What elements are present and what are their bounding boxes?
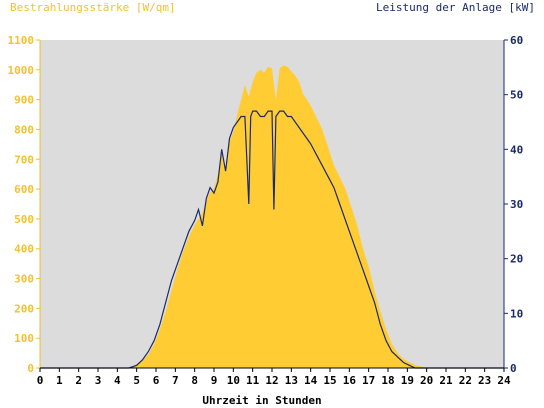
x-tick-label: 23 (478, 374, 491, 387)
x-tick-label: 11 (246, 374, 260, 387)
right-axis-title: Leistung der Anlage [kW] (376, 1, 535, 14)
right-tick-label: 20 (510, 253, 523, 266)
irradiance-area (40, 65, 504, 369)
x-tick-label: 0 (37, 374, 44, 387)
left-tick-label: 600 (14, 183, 34, 196)
left-tick-label: 700 (14, 153, 34, 166)
left-tick-label: 1000 (8, 64, 35, 77)
power-line (40, 110, 504, 369)
right-tick-label: 30 (510, 198, 523, 211)
right-axis-ticks: 0 10 20 30 40 50 60 (504, 34, 523, 375)
x-tick-label: 5 (133, 374, 140, 387)
x-tick-label: 12 (265, 374, 278, 387)
x-tick-label: 7 (172, 374, 179, 387)
x-tick-label: 2 (75, 374, 82, 387)
right-tick-label: 10 (510, 307, 523, 320)
right-tick-label: 60 (510, 34, 523, 47)
right-tick-label: 50 (510, 89, 523, 102)
x-tick-label: 10 (227, 374, 240, 387)
x-tick-label: 24 (497, 374, 511, 387)
right-tick-label: 0 (510, 362, 517, 375)
x-axis-label: Uhrzeit in Stunden (202, 394, 321, 407)
x-tick-label: 20 (420, 374, 433, 387)
x-tick-label: 3 (95, 374, 102, 387)
x-tick-label: 13 (285, 374, 298, 387)
left-tick-label: 500 (14, 213, 34, 226)
x-tick-label: 6 (153, 374, 160, 387)
x-tick-label: 8 (191, 374, 198, 387)
x-tick-label: 19 (401, 374, 414, 387)
left-axis-title: Bestrahlungsstärke [W/qm] (10, 1, 176, 14)
series-layer (40, 65, 504, 369)
left-tick-label: 800 (14, 123, 34, 136)
left-tick-label: 200 (14, 302, 34, 315)
x-tick-label: 4 (114, 374, 121, 387)
x-tick-label: 21 (439, 374, 453, 387)
x-tick-label: 14 (304, 374, 318, 387)
right-tick-label: 40 (510, 143, 523, 156)
x-tick-label: 22 (459, 374, 472, 387)
x-axis-ticks: 0 1 2 3 4 5 6 7 8 9 10 11 12 13 14 15 16 17 18 19 20 21 22 23 24 (37, 368, 511, 387)
x-tick-label: 18 (381, 374, 394, 387)
x-tick-label: 1 (56, 374, 63, 387)
left-tick-label: 300 (14, 273, 34, 286)
x-tick-label: 15 (323, 374, 336, 387)
x-tick-label: 9 (211, 374, 218, 387)
left-tick-label: 1100 (8, 34, 35, 47)
x-tick-label: 16 (343, 374, 357, 387)
left-tick-label: 900 (14, 94, 34, 107)
left-tick-label: 100 (14, 332, 34, 345)
left-tick-label: 0 (27, 362, 34, 375)
left-tick-label: 400 (14, 243, 34, 256)
x-tick-label: 17 (362, 374, 375, 387)
left-axis-ticks: 0 100 200 300 400 500 600 700 800 900 1000 1100 (8, 34, 40, 375)
